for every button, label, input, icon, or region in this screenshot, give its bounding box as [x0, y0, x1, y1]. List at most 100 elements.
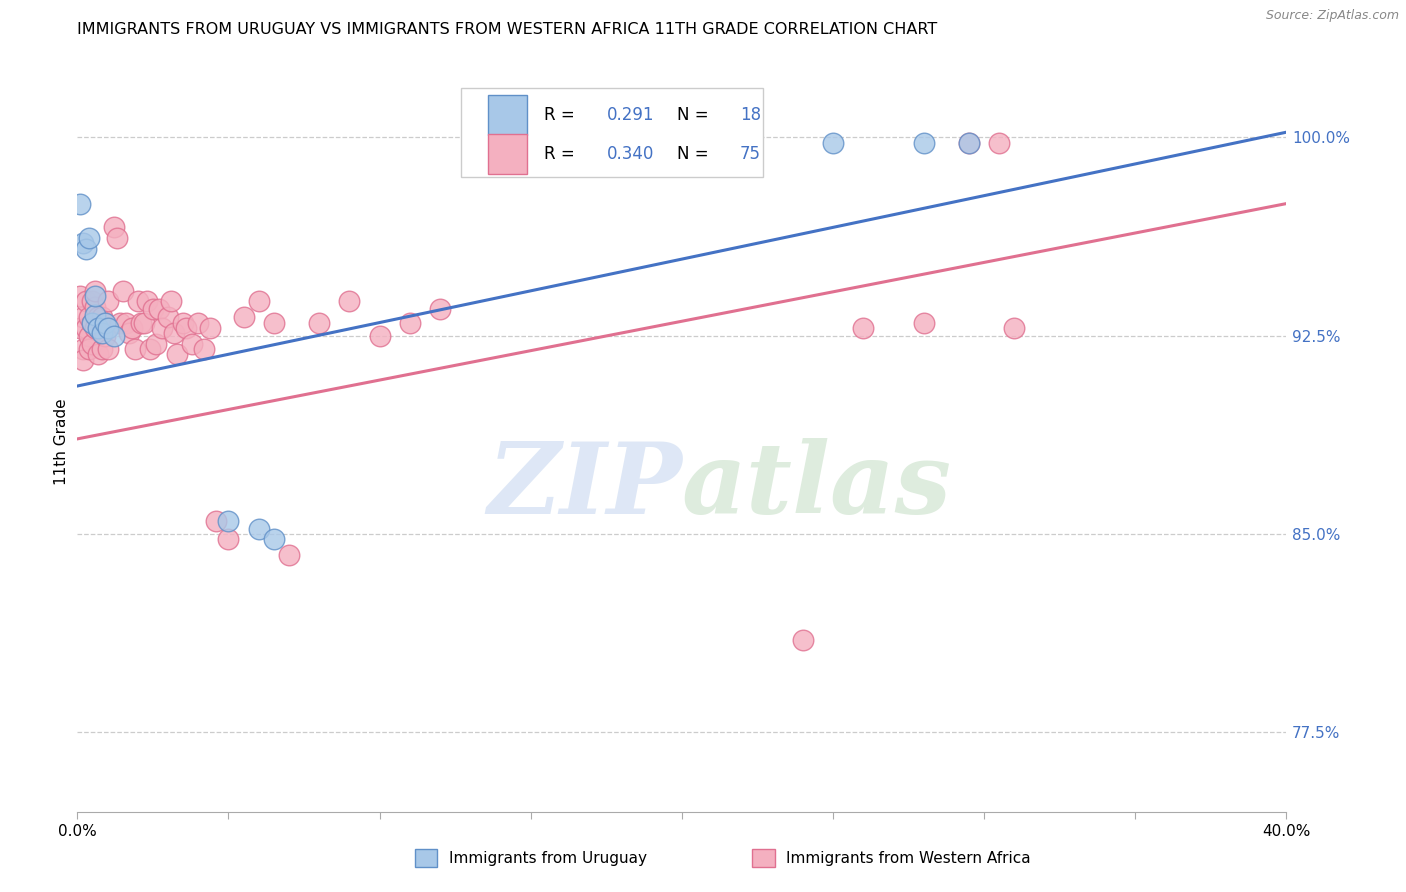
Point	[912, 136, 935, 150]
Point	[129, 316, 152, 330]
Point	[82, 294, 104, 309]
Text: 0.340: 0.340	[607, 145, 654, 163]
Point	[82, 316, 104, 330]
Point	[90, 326, 112, 340]
Text: ZIP: ZIP	[486, 438, 682, 534]
Point	[368, 328, 391, 343]
Text: 18: 18	[740, 106, 761, 124]
Text: N =: N =	[678, 145, 714, 163]
Point	[75, 242, 97, 256]
Point	[72, 236, 94, 251]
Point	[84, 321, 107, 335]
Point	[148, 302, 170, 317]
Point	[93, 328, 115, 343]
Point	[218, 533, 240, 547]
Point	[79, 342, 101, 356]
Point	[96, 321, 118, 335]
Point	[731, 136, 754, 150]
Point	[118, 326, 141, 340]
Point	[90, 310, 112, 325]
Point	[957, 136, 980, 150]
Point	[72, 352, 94, 367]
Text: Immigrants from Uruguay: Immigrants from Uruguay	[449, 851, 647, 865]
Point	[90, 342, 112, 356]
Point	[90, 321, 112, 335]
Point	[792, 632, 814, 647]
Point	[166, 347, 188, 361]
Text: Source: ZipAtlas.com: Source: ZipAtlas.com	[1265, 9, 1399, 22]
Point	[142, 302, 165, 317]
Bar	[488, 134, 527, 174]
Point	[581, 136, 603, 150]
Point	[82, 336, 104, 351]
Point	[308, 316, 330, 330]
Point	[671, 136, 693, 150]
Point	[93, 316, 115, 330]
Point	[193, 342, 215, 356]
Text: IMMIGRANTS FROM URUGUAY VS IMMIGRANTS FROM WESTERN AFRICA 11TH GRADE CORRELATION: IMMIGRANTS FROM URUGUAY VS IMMIGRANTS FR…	[77, 22, 938, 37]
Point	[72, 342, 94, 356]
Point	[181, 336, 204, 351]
FancyBboxPatch shape	[461, 88, 763, 178]
Point	[232, 310, 254, 325]
Point	[160, 294, 183, 309]
Point	[139, 342, 162, 356]
Point	[84, 300, 107, 314]
Text: 75: 75	[740, 145, 761, 163]
Point	[111, 284, 134, 298]
Point	[135, 294, 157, 309]
Point	[957, 136, 980, 150]
Point	[84, 289, 107, 303]
Point	[114, 316, 136, 330]
Point	[93, 316, 115, 330]
Point	[823, 136, 845, 150]
Point	[145, 336, 167, 351]
Point	[399, 316, 422, 330]
Point	[263, 316, 285, 330]
Point	[75, 321, 97, 335]
Point	[105, 231, 128, 245]
Point	[187, 316, 209, 330]
Text: N =: N =	[678, 106, 714, 124]
Point	[247, 522, 270, 536]
Point	[988, 136, 1011, 150]
Point	[96, 294, 118, 309]
Point	[87, 347, 110, 361]
Point	[124, 342, 146, 356]
Text: atlas: atlas	[682, 438, 952, 534]
Point	[702, 136, 724, 150]
Point	[69, 196, 91, 211]
Point	[79, 231, 101, 245]
Point	[69, 289, 91, 303]
Text: Immigrants from Western Africa: Immigrants from Western Africa	[786, 851, 1031, 865]
Point	[852, 321, 875, 335]
Point	[72, 310, 94, 325]
Point	[247, 294, 270, 309]
Y-axis label: 11th Grade: 11th Grade	[53, 398, 69, 485]
Point	[132, 316, 155, 330]
Point	[520, 136, 543, 150]
Point	[75, 294, 97, 309]
Point	[278, 548, 301, 562]
Point	[96, 342, 118, 356]
Point	[87, 321, 110, 335]
Point	[429, 302, 451, 317]
Point	[108, 316, 131, 330]
Text: R =: R =	[544, 145, 581, 163]
Point	[150, 321, 173, 335]
Point	[103, 328, 125, 343]
Point	[82, 316, 104, 330]
Point	[84, 284, 107, 298]
Point	[163, 326, 186, 340]
Point	[79, 310, 101, 325]
Text: 0.291: 0.291	[607, 106, 654, 124]
Point	[84, 308, 107, 322]
Point	[200, 321, 222, 335]
Bar	[488, 95, 527, 136]
Point	[79, 328, 101, 343]
Point	[87, 321, 110, 335]
Point	[69, 321, 91, 335]
Point	[157, 310, 180, 325]
Point	[103, 220, 125, 235]
Point	[1004, 321, 1026, 335]
